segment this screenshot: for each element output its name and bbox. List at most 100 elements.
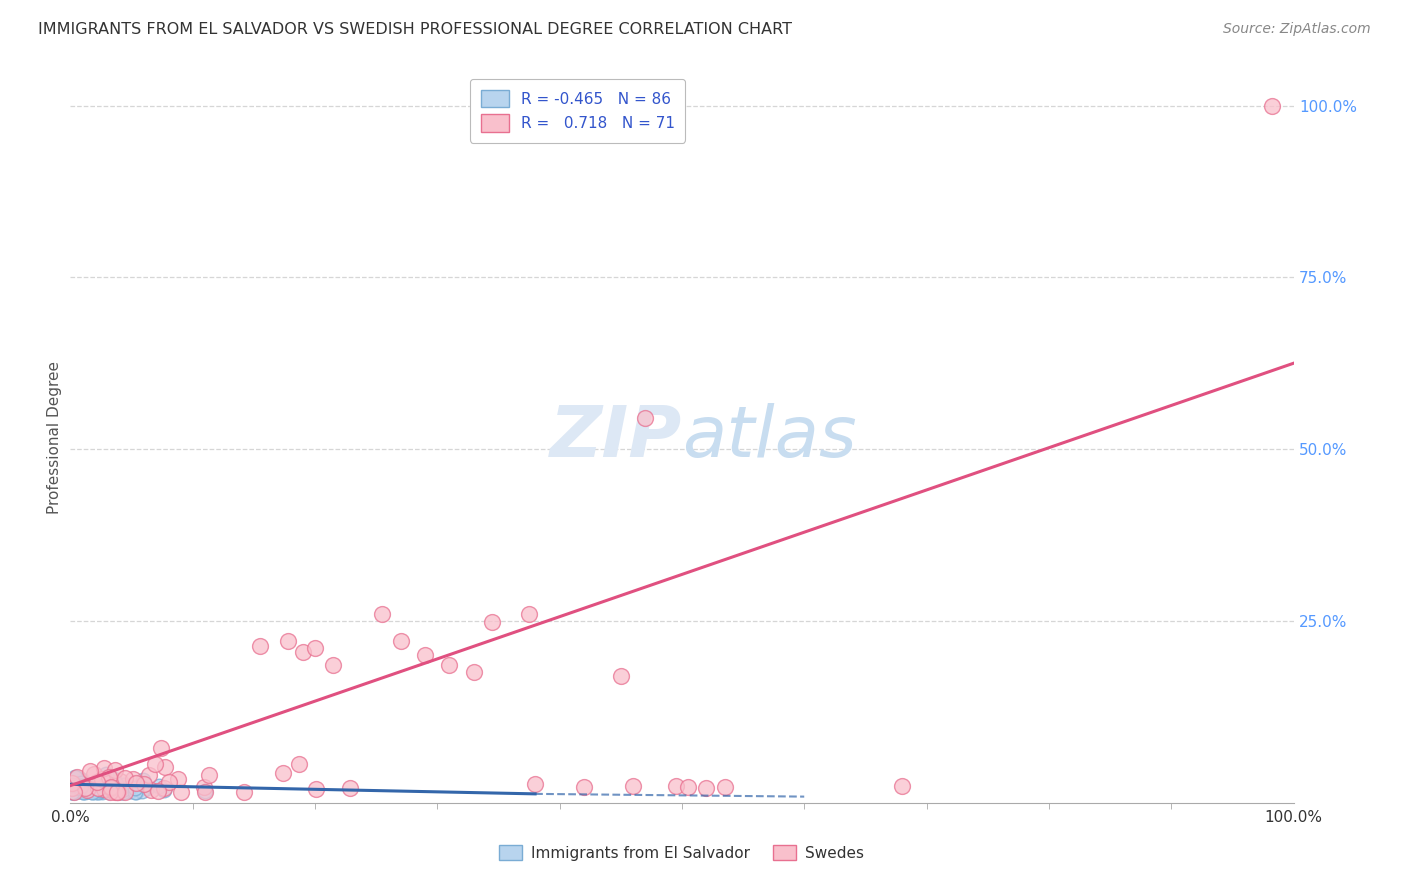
Point [83,780,105,795]
Point [98,785,121,799]
Point [371,607,394,621]
Point [112,779,135,793]
Point [62,781,84,796]
Point [233,785,256,799]
Point [439,658,461,673]
Point [131,784,153,798]
Point [194,785,217,799]
Point [610,669,633,683]
Point [124,780,146,795]
Point [304,641,326,656]
Point [93,761,115,775]
Point [104,782,127,797]
Point [87,777,110,791]
Point [86,775,108,789]
Point [73,783,96,797]
Point [111,785,134,799]
Point [72,773,94,788]
Point [90,782,112,797]
Point [134,777,156,791]
Point [63,784,86,798]
Point [146,784,169,798]
Point [70,783,93,797]
Point [93,772,115,786]
Point [76,782,98,797]
Point [65,770,87,784]
Point [62,784,84,798]
Point [132,772,155,787]
Point [125,775,148,789]
Point [66,781,89,796]
Point [63,785,86,799]
Point [69,780,91,795]
Text: IMMIGRANTS FROM EL SALVADOR VS SWEDISH PROFESSIONAL DEGREE CORRELATION CHART: IMMIGRANTS FROM EL SALVADOR VS SWEDISH P… [38,22,792,37]
Point [60,785,83,799]
Text: Source: ZipAtlas.com: Source: ZipAtlas.com [1223,22,1371,37]
Point [93,781,115,796]
Point [277,634,299,648]
Point [665,779,688,793]
Point [86,785,108,799]
Point [62,781,84,796]
Point [60,782,83,797]
Point [104,777,127,791]
Point [193,780,215,794]
Point [621,779,644,793]
Point [91,785,114,799]
Point [87,784,110,798]
Point [152,781,174,796]
Point [73,784,96,798]
Point [103,785,125,799]
Point [87,785,110,799]
Point [82,784,104,798]
Point [83,767,105,781]
Point [103,783,125,797]
Text: ZIP: ZIP [550,402,682,472]
Point [76,783,98,797]
Point [98,770,121,784]
Point [322,658,344,673]
Point [91,772,114,787]
Point [104,763,127,777]
Point [89,778,111,792]
Point [1260,98,1282,112]
Point [524,777,547,791]
Point [339,781,361,796]
Point [121,772,143,787]
Point [110,782,132,797]
Point [75,783,97,797]
Point [153,782,176,797]
Point [291,645,314,659]
Point [65,781,87,796]
Point [73,780,96,795]
Point [83,780,105,794]
Point [66,784,89,798]
Point [70,784,93,798]
Point [79,764,101,778]
Point [82,784,104,798]
Point [62,782,84,797]
Point [105,785,128,799]
Point [135,781,157,796]
Point [75,780,97,795]
Point [249,639,271,653]
Point [108,773,131,788]
Point [90,782,112,797]
Point [101,781,124,796]
Point [634,411,657,425]
Point [89,781,111,796]
Point [83,785,105,799]
Point [87,783,110,797]
Point [389,634,412,648]
Point [114,771,136,785]
Point [170,784,193,798]
Point [112,782,135,797]
Legend: Immigrants from El Salvador, Swedes: Immigrants from El Salvador, Swedes [492,837,872,868]
Point [153,759,176,773]
Point [114,785,136,799]
Point [143,756,166,771]
Point [76,781,98,796]
Point [166,772,188,786]
Point [194,784,217,798]
Point [70,779,93,793]
